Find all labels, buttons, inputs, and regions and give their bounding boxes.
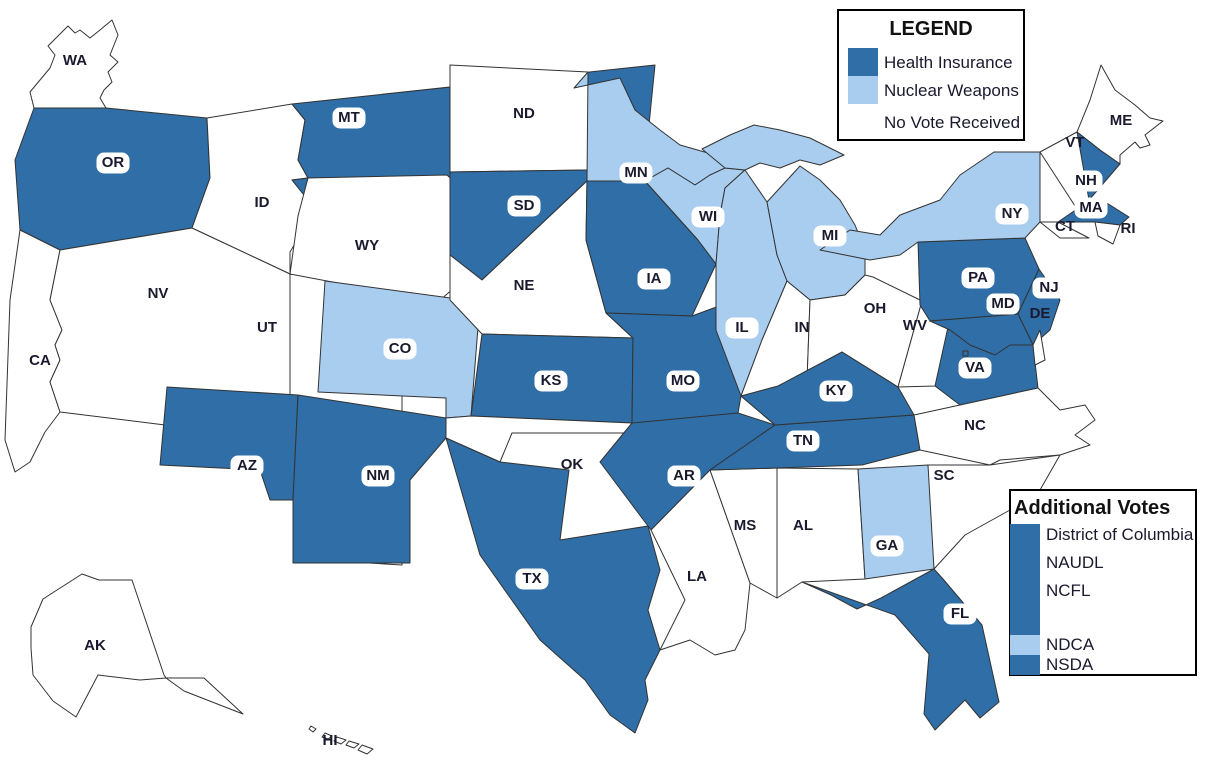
svg-text:AK: AK (84, 637, 106, 654)
svg-text:KY: KY (826, 382, 847, 399)
svg-text:TX: TX (522, 570, 541, 587)
svg-text:OH: OH (864, 300, 887, 317)
svg-text:NY: NY (1002, 205, 1023, 222)
svg-text:LEGEND: LEGEND (889, 18, 972, 40)
svg-text:Additional Votes: Additional Votes (1014, 497, 1170, 519)
svg-text:District of Columbia: District of Columbia (1046, 525, 1194, 544)
svg-text:MA: MA (1079, 199, 1102, 216)
svg-text:No Vote Received: No Vote Received (884, 113, 1020, 132)
svg-text:CA: CA (29, 352, 51, 369)
svg-text:IA: IA (647, 270, 662, 287)
svg-text:CT: CT (1055, 218, 1075, 235)
svg-text:CO: CO (389, 340, 412, 357)
svg-text:RI: RI (1121, 220, 1136, 237)
svg-text:MS: MS (734, 517, 757, 534)
svg-text:NC: NC (964, 417, 986, 434)
svg-text:WV: WV (903, 317, 927, 334)
svg-text:WI: WI (699, 208, 717, 225)
svg-text:DE: DE (1030, 305, 1051, 322)
svg-text:MO: MO (671, 372, 695, 389)
svg-text:NDCA: NDCA (1046, 635, 1095, 654)
svg-text:MI: MI (822, 227, 839, 244)
svg-text:NCFL: NCFL (1046, 581, 1090, 600)
svg-text:LA: LA (687, 568, 707, 585)
svg-text:GA: GA (876, 537, 899, 554)
svg-text:UT: UT (257, 319, 277, 336)
svg-text:FL: FL (951, 605, 969, 622)
svg-text:NM: NM (366, 467, 389, 484)
svg-text:Nuclear Weapons: Nuclear Weapons (884, 81, 1019, 100)
svg-text:KS: KS (541, 372, 562, 389)
svg-text:IN: IN (795, 319, 810, 336)
svg-text:WA: WA (63, 52, 87, 69)
svg-text:NE: NE (514, 277, 535, 294)
svg-text:AZ: AZ (237, 457, 257, 474)
svg-text:NJ: NJ (1039, 279, 1058, 296)
svg-text:VT: VT (1065, 134, 1084, 151)
svg-text:VA: VA (965, 359, 985, 376)
svg-text:NH: NH (1075, 172, 1097, 189)
svg-text:AR: AR (673, 467, 695, 484)
svg-text:SC: SC (934, 467, 955, 484)
svg-text:SD: SD (514, 197, 535, 214)
svg-text:NAUDL: NAUDL (1046, 553, 1104, 572)
svg-text:ID: ID (255, 194, 270, 211)
svg-text:WY: WY (355, 237, 379, 254)
svg-text:PA: PA (968, 269, 988, 286)
svg-text:AL: AL (793, 517, 813, 534)
svg-text:TN: TN (793, 432, 813, 449)
svg-text:Health Insurance: Health Insurance (884, 53, 1013, 72)
svg-text:MD: MD (991, 295, 1014, 312)
svg-text:MT: MT (338, 109, 360, 126)
svg-text:MN: MN (624, 164, 647, 181)
svg-text:ND: ND (513, 105, 535, 122)
svg-text:OK: OK (561, 456, 584, 473)
svg-text:ME: ME (1110, 112, 1133, 129)
svg-text:OR: OR (102, 154, 125, 171)
svg-text:NSDA: NSDA (1046, 655, 1094, 674)
svg-text:IL: IL (735, 319, 748, 336)
svg-text:HI: HI (323, 732, 338, 749)
svg-text:NV: NV (148, 285, 169, 302)
